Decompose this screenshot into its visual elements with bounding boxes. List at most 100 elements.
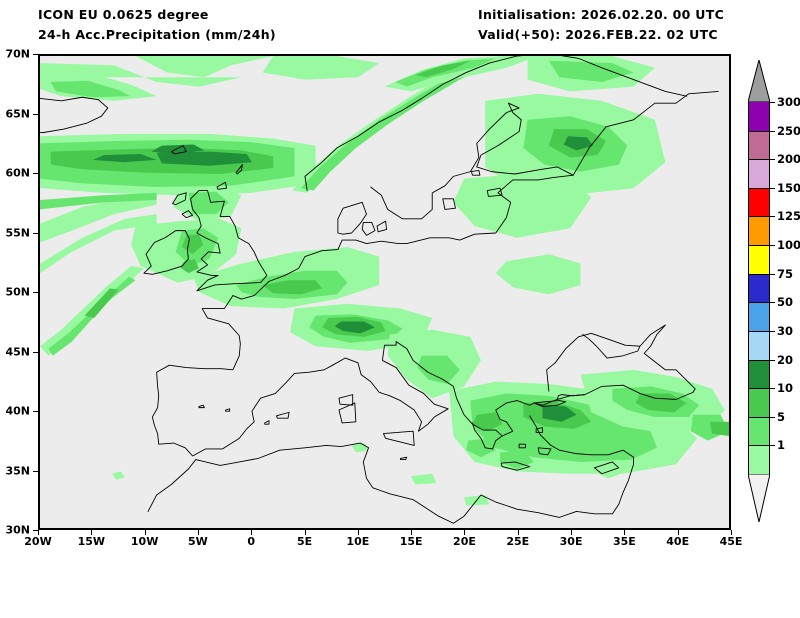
x-tick: [304, 530, 306, 535]
x-tick: [571, 530, 573, 535]
coastline: [399, 456, 408, 461]
coastline: [376, 220, 388, 233]
y-tick: [33, 411, 38, 412]
colorbar-tick-label: 200: [777, 152, 800, 167]
precip-area: [50, 80, 131, 98]
colorbar-tick-label: 100: [777, 238, 800, 253]
precipitation-map[interactable]: [38, 54, 731, 530]
colorbar-tick-label: 150: [777, 180, 800, 195]
colorbar-tick-label: 250: [777, 123, 800, 138]
coastline: [495, 384, 696, 437]
colorbar-band: [749, 359, 769, 389]
colorbar-tick: [770, 245, 775, 247]
coastline: [537, 447, 552, 456]
precip-area: [112, 471, 125, 480]
y-tick-label: 70N: [5, 47, 30, 61]
colorbar-tick: [770, 159, 775, 161]
precip-area: [40, 63, 242, 87]
coastline: [198, 404, 205, 409]
y-tick-label: 30N: [5, 523, 30, 537]
colorbar-band: [749, 187, 769, 217]
coastline: [361, 221, 376, 236]
x-tick: [464, 530, 466, 535]
x-tick: [517, 530, 519, 535]
valid-time: Valid(+50): 2026.FEB.22. 02 UTC: [478, 27, 718, 42]
y-tick-label: 55N: [5, 226, 30, 239]
colorbar-tick: [770, 388, 775, 390]
coastline: [395, 341, 503, 450]
precip-area: [500, 450, 534, 469]
coastline: [486, 187, 503, 197]
precipitation-colorbar[interactable]: 1 5 10 20 30 50 75 100 125 150 200 250 300: [744, 60, 800, 530]
coastline: [304, 56, 688, 192]
colorbar-tick: [770, 273, 775, 275]
x-tick-label: 25E: [506, 535, 530, 548]
precip-area: [40, 56, 274, 78]
initialisation-time: Initialisation: 2026.02.20. 00 UTC: [478, 7, 725, 22]
precip-area: [300, 61, 496, 191]
y-tick: [33, 173, 38, 174]
x-tick-label: 10W: [130, 535, 159, 548]
x-tick: [731, 530, 732, 535]
coastline: [593, 461, 620, 475]
colorbar-band: [749, 102, 769, 131]
colorbar-tick: [770, 416, 775, 418]
coastline: [470, 169, 481, 176]
coastline: [181, 210, 194, 219]
colorbar-band: [749, 416, 769, 446]
precip-area: [262, 280, 322, 295]
colorbar-tick: [770, 102, 775, 103]
precip-area: [151, 144, 205, 154]
colorbar-tick-label: 125: [777, 209, 800, 224]
y-tick-label: 35N: [5, 464, 30, 477]
colorbar-band: [749, 302, 769, 331]
map-canvas: [40, 56, 729, 524]
coastline: [143, 230, 190, 275]
colorbar-tick: [770, 359, 775, 361]
coastline: [546, 362, 556, 392]
colorbar-tick: [770, 445, 775, 447]
precip-area: [84, 288, 119, 318]
coastline: [370, 102, 520, 220]
coastline: [225, 408, 231, 412]
colorbar-band: [749, 216, 769, 246]
y-tick-label: 40N: [5, 404, 30, 418]
precip-area: [466, 438, 496, 458]
x-tick: [677, 530, 679, 535]
precip-area: [40, 192, 157, 210]
precip-area: [384, 56, 539, 92]
x-tick-label: 15W: [77, 535, 106, 548]
precip-area: [415, 60, 471, 78]
y-tick: [33, 470, 38, 472]
x-tick-label: 40E: [666, 535, 690, 548]
colorbar-band: [749, 245, 769, 274]
x-tick: [91, 530, 93, 535]
precip-area: [472, 412, 503, 432]
precip-area: [40, 214, 157, 274]
x-tick-label: 35E: [612, 535, 636, 548]
coastline: [554, 332, 641, 364]
y-tick: [33, 232, 38, 234]
colorbar-tick-label: 5: [777, 409, 786, 424]
coastline: [337, 201, 367, 235]
precip-area: [334, 321, 375, 334]
x-tick-label: 10E: [346, 535, 370, 548]
y-tick: [33, 351, 38, 353]
precip-area: [411, 473, 437, 485]
colorbar-band: [749, 130, 769, 160]
x-tick: [357, 530, 359, 535]
coastline: [338, 402, 357, 424]
y-tick-label: 50N: [5, 285, 30, 299]
x-tick-label: 0: [247, 535, 256, 548]
precip-area: [40, 195, 157, 243]
field-title: 24-h Acc.Precipitation (mm/24h): [38, 27, 276, 42]
model-title: ICON EU 0.0625 degree: [38, 7, 209, 22]
colorbar-band: [749, 159, 769, 188]
x-tick-label: 30E: [559, 535, 583, 548]
y-tick-label: 45N: [5, 345, 30, 358]
colorbar-band: [749, 330, 769, 360]
precip-area: [542, 405, 577, 422]
colorbar-bands: [748, 102, 770, 474]
x-tick: [411, 530, 413, 535]
x-tick-label: 45E: [719, 535, 743, 548]
